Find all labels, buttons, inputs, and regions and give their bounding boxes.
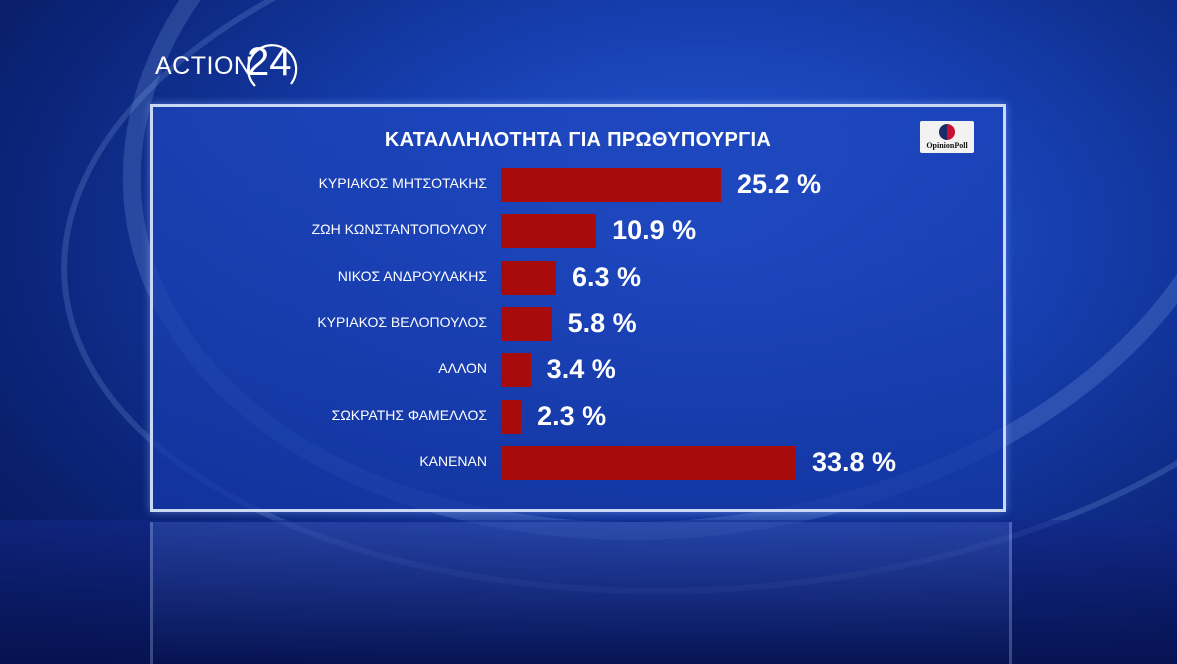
bar-row: ΚΑΝΕΝΑΝ 33.8 % [153,445,1003,481]
bar-value-label: 6.3 % [571,261,642,292]
chart-title: ΚΑΤΑΛΛΗΛΟΤΗΤΑ ΓΙΑ ΠΡΩΘΥΠΟΥΡΓΙΑ [384,129,772,151]
bar-mark [501,260,556,295]
bar-category-label: ΚΥΡΙΑΚΟΣ ΜΗΤΣΟΤΑΚΗΣ [318,175,487,191]
pollster-icon [939,124,955,140]
chart-panel: ΚΑΤΑΛΛΗΛΟΤΗΤΑ ΓΙΑ ΠΡΩΘΥΠΟΥΡΓΙΑ OpinionPo… [150,104,1006,512]
bar-value-label: 3.4 % [546,354,616,385]
bar-category-label: ΣΩΚΡΑΤΗΣ ΦΑΜΕΛΛΟΣ [331,406,487,423]
logo-ring-icon [247,44,298,87]
bar-category-label: ΑΛΛΟΝ [438,360,487,377]
bar-mark [501,214,597,249]
bar-value-label: 33.8 % [812,446,897,477]
pollster-logo: OpinionPoll [920,121,974,153]
channel-logo: ACTION 24 [155,40,315,96]
bar-mark [501,399,522,434]
bar-category-label: ΝΙΚΟΣ ΑΝΔΡΟΥΛΑΚΗΣ [337,267,487,284]
bar-mark [501,353,531,388]
bar-row: ΚΥΡΙΑΚΟΣ ΒΕΛΟΠΟΥΛΟΣ 5.8 % [153,306,1003,342]
bar-value-label: 2.3 % [537,400,607,431]
bar-value-label: 10.9 % [612,215,697,246]
bar-row: ΖΩΗ ΚΩΝΣΤΑΝΤΟΠΟΥΛΟΥ 10.9 % [153,213,1003,249]
channel-logo-word: ACTION [155,52,253,80]
bar-category-label: ΚΑΝΕΝΑΝ [419,452,487,469]
bar-row: ΑΛΛΟΝ 3.4 % [153,352,1003,388]
bar-mark [501,168,721,202]
bar-row: ΚΥΡΙΑΚΟΣ ΜΗΤΣΟΤΑΚΗΣ 25.2 % [153,167,1003,203]
bar-row: ΣΩΚΡΑΤΗΣ ΦΑΜΕΛΛΟΣ 2.3 % [153,399,1003,435]
background-floor [0,520,1177,664]
channel-logo-number: 24 [247,40,292,84]
bar-mark [501,445,796,480]
bar-category-label: ΚΥΡΙΑΚΟΣ ΒΕΛΟΠΟΥΛΟΣ [317,313,487,330]
bar-row: ΝΙΚΟΣ ΑΝΔΡΟΥΛΑΚΗΣ 6.3 % [153,260,1003,296]
bar-mark [501,306,552,341]
panel-reflection [150,522,1012,664]
bar-value-label: 25.2 % [736,169,821,199]
bar-category-label: ΖΩΗ ΚΩΝΣΤΑΝΤΟΠΟΥΛΟΥ [311,221,487,238]
bar-value-label: 5.8 % [567,307,637,338]
pollster-label: OpinionPoll [926,141,968,150]
